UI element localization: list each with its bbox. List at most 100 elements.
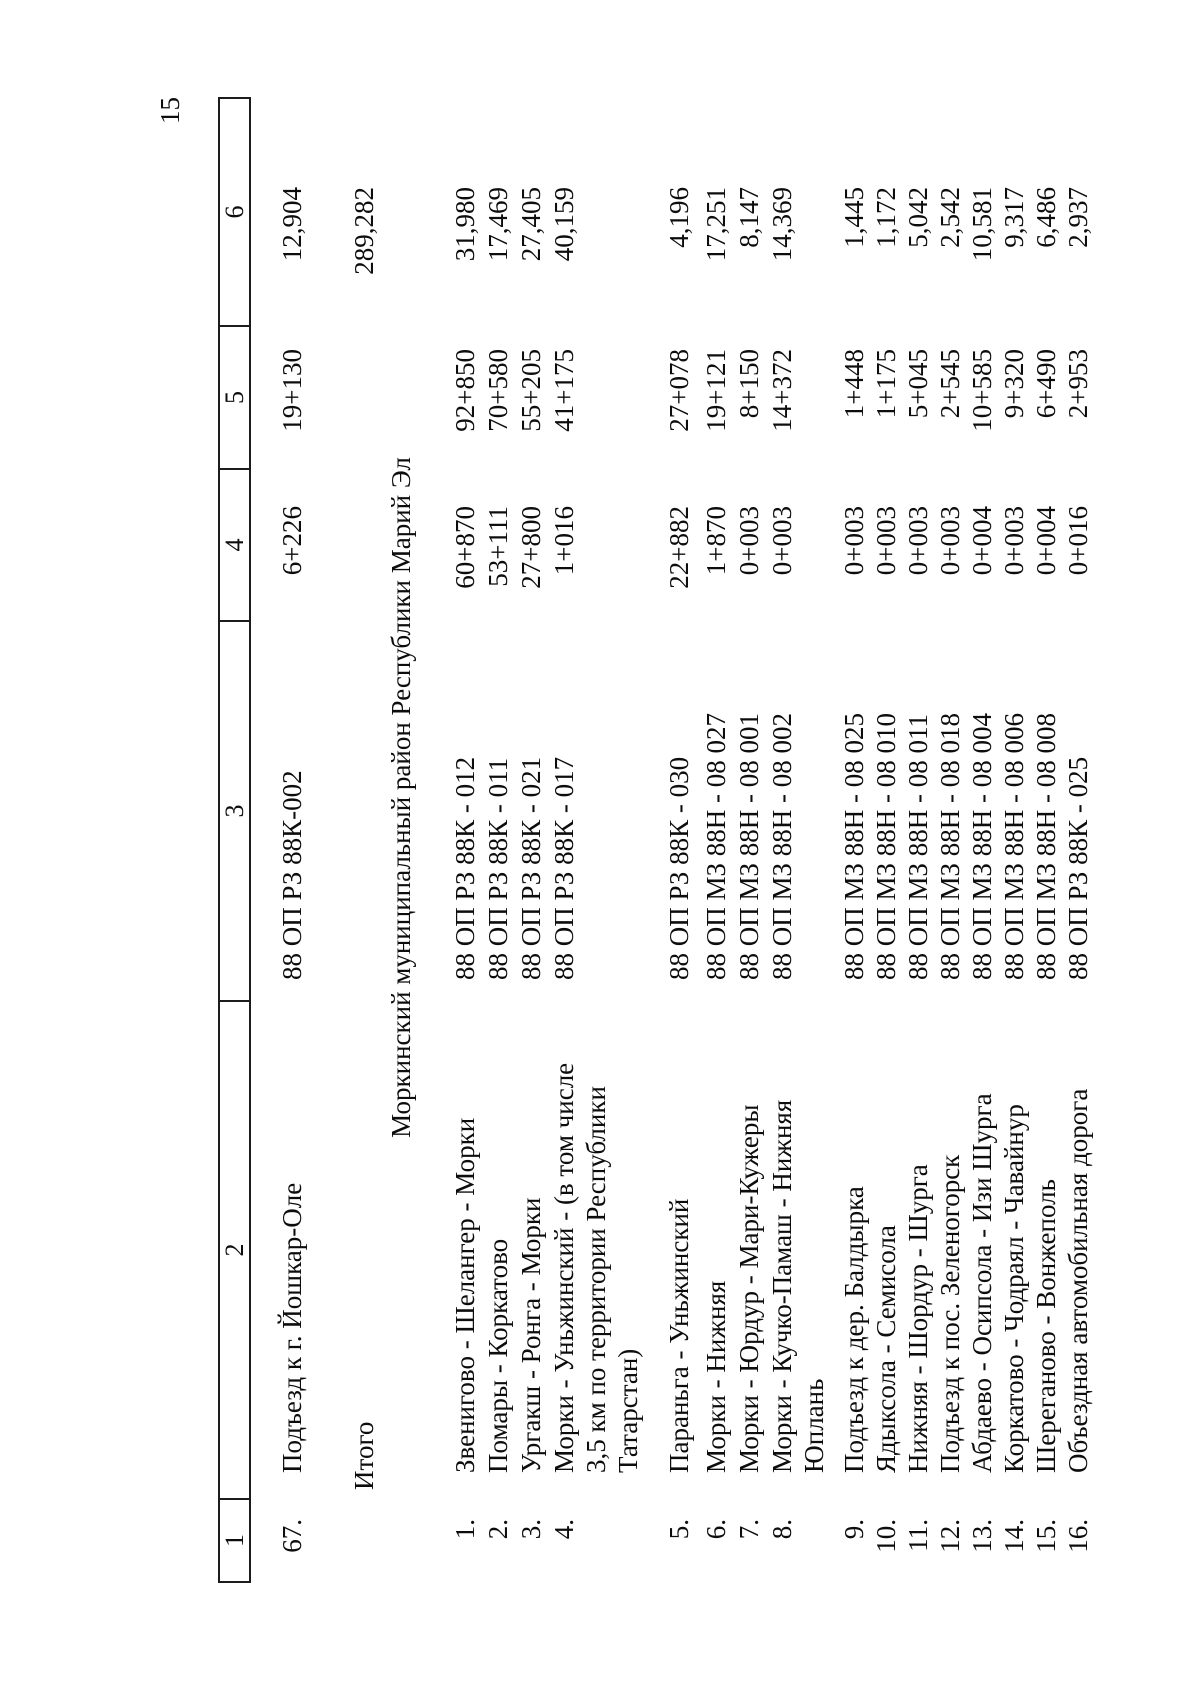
row-number-cell: 1. xyxy=(450,1519,480,1540)
column-header-5: 5 xyxy=(220,325,249,468)
road-code-cell: 88 ОП МЗ 88Н - 08 004 xyxy=(967,712,997,980)
road-name-cell: Морки - Юрдур - Мари-Кужеры xyxy=(734,1104,764,1474)
page-number: 15 xyxy=(155,97,185,124)
row-number-cell: 4. xyxy=(549,1519,579,1540)
start-km-cell: 6+226 xyxy=(277,506,307,576)
length-cell: 4,196 xyxy=(664,187,694,248)
road-code-cell: 88 ОП МЗ 88Н - 08 010 xyxy=(871,712,901,980)
road-code-cell: 88 ОП МЗ 88Н - 08 011 xyxy=(903,713,933,980)
start-km-cell: 0+004 xyxy=(1031,506,1061,576)
column-header-6: 6 xyxy=(220,97,249,325)
length-cell: 17,251 xyxy=(701,187,731,262)
length-cell: 8,147 xyxy=(734,187,764,248)
length-cell: 1,445 xyxy=(839,187,869,248)
end-km-cell: 2+545 xyxy=(935,349,965,419)
start-km-cell: 27+800 xyxy=(516,506,546,589)
row-number-cell: 15. xyxy=(1031,1519,1061,1553)
end-km-cell: 6+490 xyxy=(1031,349,1061,419)
road-name-cell: Параньга - Уньжинский xyxy=(664,1198,694,1473)
road-name-cell: Коркатово - Чодраял - Чавайнур xyxy=(999,1104,1029,1473)
table-row: 2. Помары - Коркатово 88 ОП РЗ 88К - 011 53… xyxy=(482,97,514,1583)
row-number-cell: 11. xyxy=(903,1519,933,1552)
end-km-cell: 9+320 xyxy=(999,349,1029,419)
table-row: 3. Ургакш - Ронга - Морки 88 ОП РЗ 88К - 0… xyxy=(515,97,547,1583)
column-header-2: 2 xyxy=(220,1000,249,1498)
road-code-cell: 88 ОП МЗ 88Н - 08 018 xyxy=(935,712,965,980)
end-km-cell: 27+078 xyxy=(664,349,694,432)
length-cell: 27,405 xyxy=(516,187,546,262)
start-km-cell: 0+003 xyxy=(839,506,869,576)
table-row: 67. Подъезд к г. Йошкар-Оле 88 ОП РЗ 88К-0… xyxy=(276,97,308,1583)
end-km-cell: 10+585 xyxy=(967,349,997,432)
road-code-cell: 88 ОП МЗ 88Н - 08 001 xyxy=(734,712,764,980)
length-cell: 17,469 xyxy=(483,187,513,262)
end-km-cell: 8+150 xyxy=(734,349,764,419)
road-name-cell: Абдаево - Осипсола - Изи Шурга xyxy=(967,1093,997,1473)
start-km-cell: 0+003 xyxy=(871,506,901,576)
length-cell: 14,369 xyxy=(767,187,797,262)
road-code-cell: 88 ОП МЗ 88Н - 08 027 xyxy=(701,712,731,980)
length-cell: 2,542 xyxy=(935,187,965,248)
row-number-cell: 13. xyxy=(967,1519,997,1553)
table-row: 5. Параньга - Уньжинский 88 ОП РЗ 88К - 03… xyxy=(663,97,695,1583)
length-cell: 10,581 xyxy=(967,187,997,262)
length-cell: 12,904 xyxy=(277,187,307,262)
start-km-cell: 22+882 xyxy=(664,506,694,589)
table-row: 4. Морки - Уньжинский - (в том числе 3,5 … xyxy=(548,97,644,1583)
table-row: 14. Коркатово - Чодраял - Чавайнур 88 ОП М… xyxy=(998,97,1030,1583)
table-row: 7. Морки - Юрдур - Мари-Кужеры 88 ОП МЗ 88… xyxy=(733,97,765,1583)
total-label: Итого xyxy=(349,1421,379,1490)
end-km-cell: 1+448 xyxy=(839,349,869,419)
start-km-cell: 53+111 xyxy=(483,506,513,587)
row-number-cell: 6. xyxy=(701,1519,731,1540)
road-code-cell: 88 ОП МЗ 88Н - 08 002 xyxy=(767,712,797,980)
length-cell: 1,172 xyxy=(871,187,901,248)
end-km-cell: 14+372 xyxy=(767,349,797,432)
length-cell: 6,486 xyxy=(1031,187,1061,248)
road-code-cell: 88 ОП РЗ 88К-002 xyxy=(277,770,307,980)
road-name-cell: Помары - Коркатово xyxy=(483,1238,513,1473)
start-km-cell: 1+016 xyxy=(549,506,579,576)
total-row: Итого 289,282 xyxy=(348,97,380,1583)
end-km-cell: 5+045 xyxy=(903,349,933,419)
row-number-cell: 7. xyxy=(734,1519,764,1540)
start-km-cell: 0+003 xyxy=(903,506,933,576)
road-name-cell: Морки - Нижняя xyxy=(701,1280,731,1473)
start-km-cell: 0+016 xyxy=(1063,506,1093,576)
start-km-cell: 0+003 xyxy=(734,506,764,576)
end-km-cell: 1+175 xyxy=(871,349,901,419)
length-cell: 5,042 xyxy=(903,187,933,248)
road-name-cell: Подъезд к дер. Балдырка xyxy=(839,1186,869,1473)
column-header-4: 4 xyxy=(220,468,249,620)
length-cell: 2,937 xyxy=(1063,187,1093,248)
start-km-cell: 0+003 xyxy=(935,506,965,576)
end-km-cell: 55+205 xyxy=(516,349,546,432)
road-code-cell: 88 ОП МЗ 88Н - 08 025 xyxy=(839,712,869,980)
length-cell: 31,980 xyxy=(450,187,480,262)
column-header-1: 1 xyxy=(220,1498,249,1583)
road-code-cell: 88 ОП РЗ 88К - 017 xyxy=(549,756,579,980)
road-name-cell: Морки - Кучко-Памаш - Нижняя Юплань xyxy=(767,1099,829,1473)
table-row: 9. Подъезд к дер. Балдырка 88 ОП МЗ 88Н - … xyxy=(838,97,870,1583)
row-number-cell: 9. xyxy=(839,1519,869,1540)
length-cell: 9,317 xyxy=(999,187,1029,248)
road-code-cell: 88 ОП РЗ 88К - 030 xyxy=(664,756,694,980)
table-row: 13. Абдаево - Осипсола - Изи Шурга 88 ОП М… xyxy=(966,97,998,1583)
road-name-cell: Звенигово - Шелангер - Морки xyxy=(450,1117,480,1473)
table-column-header-row: 1 2 3 4 5 6 xyxy=(218,97,251,1583)
row-number-cell: 10. xyxy=(871,1519,901,1553)
road-code-cell: 88 ОП МЗ 88Н - 08 006 xyxy=(999,712,1029,980)
table-body: 67. Подъезд к г. Йошкар-Оле 88 ОП РЗ 88К-0… xyxy=(276,97,1094,1583)
road-code-cell: 88 ОП РЗ 88К - 012 xyxy=(450,756,480,980)
total-length-cell: 289,282 xyxy=(349,187,379,275)
table-row: 12. Подъезд к пос. Зеленогорск 88 ОП МЗ 88… xyxy=(934,97,966,1583)
length-cell: 40,159 xyxy=(549,187,579,262)
road-name-cell: Нижняя - Шордур - Шурга xyxy=(903,1164,933,1473)
road-name-cell: Морки - Уньжинский - (в том числе 3,5 км… xyxy=(549,1062,643,1473)
road-name-cell: Подъезд к пос. Зеленогорск xyxy=(935,1154,965,1473)
end-km-cell: 2+953 xyxy=(1063,349,1093,419)
section-header: Моркинский муниципальный район Республик… xyxy=(386,457,416,1138)
road-name-cell: Шереганово - Вонжеполь xyxy=(1031,1179,1061,1473)
start-km-cell: 0+003 xyxy=(767,506,797,576)
